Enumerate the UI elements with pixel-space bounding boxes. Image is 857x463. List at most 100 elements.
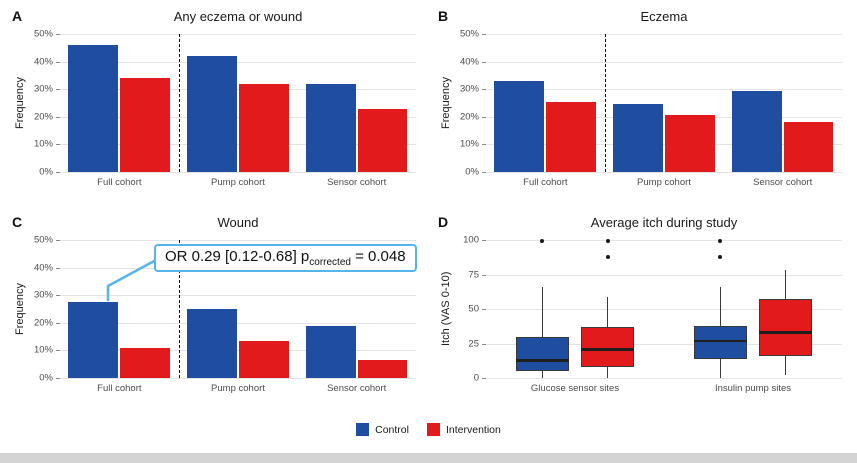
gridline-40: [486, 61, 842, 63]
y-tick-label: 40%: [33, 261, 53, 273]
median-control-glucose-sensor-sites: [515, 359, 569, 362]
y-tick-label: 30%: [33, 83, 53, 95]
bar-control-full-cohort: [68, 45, 119, 172]
median-intervention-glucose-sensor-sites: [581, 348, 635, 351]
panel-d-plot: 0 25 50 75 100 Glucose sensor sites Insulin pu…: [463, 235, 842, 394]
bar-intervention-pump-cohort: [665, 115, 715, 172]
panel-b-plot: 0% 10% 20% 30% 40% 50% Full cohort Pump cohort S…: [460, 29, 842, 188]
panel-c: C Wound Frequency 0% 10% 20% 30% 40% 50% Full …: [8, 212, 422, 408]
y-tick-mark: [482, 309, 486, 310]
panel-d-label: D: [438, 214, 449, 230]
gridline-30: [60, 295, 416, 297]
y-tick-label: 10%: [33, 138, 53, 150]
y-tick-mark: [56, 144, 60, 146]
panel-d-title: Average itch during study: [590, 215, 738, 230]
gridline-100: [486, 240, 842, 241]
outlier-control-insulin-pump-sites: [718, 239, 723, 244]
legend: Control Intervention: [0, 423, 857, 436]
y-tick-label: 0%: [39, 372, 53, 384]
bar-intervention-pump-cohort: [239, 83, 289, 172]
bar-control-sensor-cohort: [305, 83, 356, 172]
box-intervention-glucose-sensor-sites: [581, 326, 635, 367]
y-tick-mark: [482, 116, 486, 118]
box-control-glucose-sensor-sites: [515, 336, 569, 372]
x-tick-label-pump-cohort: Pump cohort: [211, 383, 265, 394]
x-tick-label-pump-cohort: Pump cohort: [211, 177, 265, 188]
x-tick-label-full-cohort: Full cohort: [523, 177, 568, 188]
y-tick-label: 20%: [459, 111, 479, 123]
y-tick-mark: [482, 61, 486, 63]
bar-control-sensor-cohort: [731, 90, 782, 172]
gridline-20: [60, 322, 416, 324]
panel-a: A Any eczema or wound Frequency 0% 10% 20%…: [8, 6, 422, 202]
gridline-0: [486, 378, 842, 379]
gridline-50: [486, 309, 842, 310]
x-tick-label-pump-cohort: Pump cohort: [637, 177, 691, 188]
annotation-subscript: corrected: [309, 257, 351, 268]
bar-intervention-full-cohort: [120, 78, 171, 172]
outlier-control-glucose-sensor-sites: [540, 239, 545, 244]
bar-control-pump-cohort: [187, 309, 237, 378]
outlier-intervention-glucose-sensor-sites: [605, 254, 610, 259]
y-tick-mark: [482, 144, 486, 146]
cohort-separator-line: [604, 34, 606, 172]
panel-c-label: C: [12, 214, 23, 230]
panel-c-ylabel: Frequency: [14, 283, 26, 335]
bar-intervention-sensor-cohort: [357, 360, 408, 378]
gridline-0: [60, 172, 416, 173]
y-tick-mark: [482, 274, 486, 276]
y-tick-mark: [482, 240, 486, 241]
y-tick-mark: [56, 240, 60, 241]
y-tick-mark: [56, 61, 60, 63]
y-tick-mark: [482, 34, 486, 35]
horizontal-scrollbar[interactable]: [0, 453, 857, 463]
y-tick-label: 50%: [33, 234, 53, 246]
y-tick-label: 30%: [33, 289, 53, 301]
bar-intervention-full-cohort: [546, 101, 597, 172]
legend-label-intervention: Intervention: [445, 423, 501, 436]
median-control-insulin-pump-sites: [693, 339, 747, 343]
y-tick-label: 75: [468, 268, 479, 280]
x-tick-label-full-cohort: Full cohort: [97, 383, 142, 394]
gridline-10: [60, 350, 416, 352]
panel-b-ylabel: Frequency: [440, 77, 452, 129]
panel-c-title: Wound: [217, 215, 259, 230]
panel-c-plot: 0% 10% 20% 30% 40% 50% Full cohort Pump cohort S…: [34, 235, 416, 394]
bar-control-full-cohort: [494, 80, 545, 172]
y-tick-label: 0%: [39, 166, 53, 178]
panel-a-title: Any eczema or wound: [173, 9, 303, 24]
y-tick-mark: [56, 116, 60, 118]
gridline-20: [486, 116, 842, 118]
gridline-0: [486, 172, 842, 173]
control-color-swatch: [356, 423, 370, 436]
panel-d-ylabel: Itch (VAS 0-10): [440, 271, 452, 347]
gridline-50: [486, 34, 842, 35]
box-intervention-insulin-pump-sites: [759, 299, 813, 356]
x-tick-label-sensor-cohort: Sensor cohort: [327, 177, 387, 188]
gridline-10: [60, 144, 416, 146]
panel-a-label: A: [12, 8, 23, 24]
gridline-25: [486, 343, 842, 345]
panel-b-label: B: [438, 8, 449, 24]
gridline-10: [486, 144, 842, 146]
bar-intervention-sensor-cohort: [783, 122, 834, 172]
x-tick-label-full-cohort: Full cohort: [97, 177, 142, 188]
annotation-value: = 0.048: [350, 248, 406, 265]
y-tick-mark: [482, 343, 486, 345]
x-tick-label-glucose-sensor-sites: Glucose sensor sites: [530, 383, 620, 394]
outlier-control-insulin-pump-sites: [718, 254, 723, 259]
x-tick-label-insulin-pump-sites: Insulin pump sites: [714, 383, 792, 394]
legend-item-intervention: Intervention: [426, 423, 501, 436]
cohort-separator-line: [178, 240, 180, 378]
gridline-20: [60, 116, 416, 118]
bar-intervention-full-cohort: [120, 347, 171, 378]
y-tick-mark: [56, 34, 60, 35]
y-tick-label: 0%: [465, 166, 479, 178]
y-tick-mark: [56, 89, 60, 91]
y-tick-label: 20%: [33, 111, 53, 123]
panel-a-plot: 0% 10% 20% 30% 40% 50% Full cohort Pump cohort S…: [34, 29, 416, 188]
y-tick-mark: [56, 267, 60, 269]
y-tick-mark: [482, 378, 486, 379]
y-tick-label: 50%: [33, 28, 53, 40]
